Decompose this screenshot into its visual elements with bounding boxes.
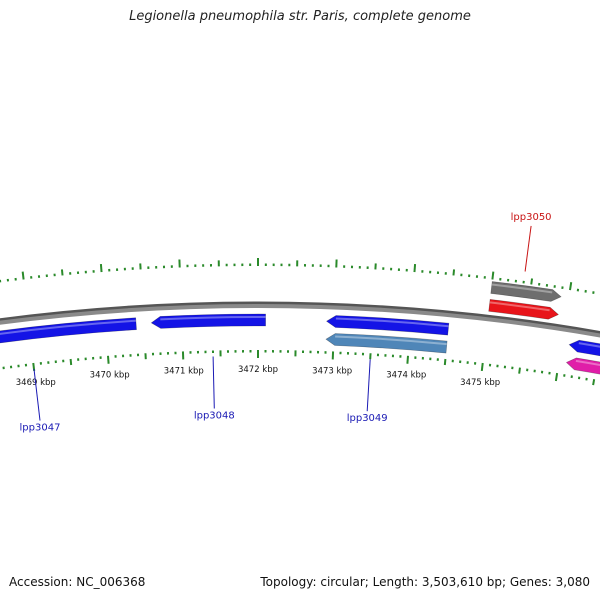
gene-lpp3050[interactable]: [488, 299, 559, 320]
gene-highlight: [0, 319, 136, 335]
tick-mark: [592, 379, 596, 386]
scale-label: 3474 kbp: [386, 371, 426, 381]
gene-highlight: [335, 335, 447, 346]
tick-mark: [69, 358, 73, 366]
tick-mark: [21, 271, 25, 280]
gene-lpp3050-feature[interactable]: [490, 281, 562, 302]
accession-text: Accession: NC_006368: [9, 575, 146, 589]
gene-next-gene-feature[interactable]: [565, 357, 600, 388]
gene-lpp3047[interactable]: [0, 317, 137, 347]
gene-highlight: [489, 301, 550, 312]
gene-next-gene[interactable]: [568, 339, 600, 370]
tick-mark: [99, 263, 103, 273]
label-leader-line: [33, 368, 41, 421]
inner-tick-track: [2, 350, 596, 386]
genome-summary: Topology: circular; Length: 3,503,610 bp…: [260, 575, 590, 589]
gene-label-lpp3050: lpp3050: [511, 212, 552, 223]
genome-title: Legionella pneumophila str. Paris, compl…: [129, 9, 471, 24]
gene-labels: lpp3047 lpp3048 lpp3049 lpp3050: [20, 212, 552, 434]
gene-lpp3048[interactable]: [150, 313, 266, 329]
label-leader-line: [212, 356, 215, 409]
tick-mark: [443, 358, 447, 366]
tick-mark: [569, 282, 573, 291]
gene-highlight: [575, 359, 600, 367]
tick-mark: [413, 263, 417, 273]
tick-mark: [480, 362, 484, 372]
gene-highlight: [491, 283, 553, 294]
scale-label: 3472 kbp: [238, 365, 278, 375]
tick-mark: [518, 367, 521, 374]
gene-highlight: [578, 342, 600, 348]
label-leader-line: [366, 359, 371, 412]
gene-track[interactable]: [0, 281, 600, 388]
genome-backbone: [0, 301, 600, 338]
scale-label: 3473 kbp: [312, 366, 352, 376]
gene-lpp3049[interactable]: [326, 315, 450, 336]
tick-mark: [406, 355, 409, 364]
label-leader-line: [524, 225, 532, 272]
gene-highlight: [335, 317, 449, 328]
scale-label: 3471 kbp: [164, 366, 204, 376]
tick-mark: [530, 278, 534, 285]
scale-label: 3475 kbp: [460, 378, 500, 388]
gene-label-lpp3047: lpp3047: [20, 423, 61, 434]
gene-label-lpp3048: lpp3048: [194, 411, 235, 422]
tick-mark: [554, 372, 559, 382]
tick-mark: [60, 269, 64, 276]
gene-highlight: [160, 315, 266, 321]
scale-label: 3470 kbp: [90, 371, 130, 381]
gene-lpp3049-feature[interactable]: [325, 333, 448, 354]
tick-mark: [491, 271, 495, 280]
outer-tick-track: [0, 258, 600, 295]
backbone-line: [0, 304, 600, 338]
tick-mark: [107, 355, 110, 364]
tick-mark: [452, 269, 456, 276]
gene-label-lpp3049: lpp3049: [347, 413, 388, 424]
